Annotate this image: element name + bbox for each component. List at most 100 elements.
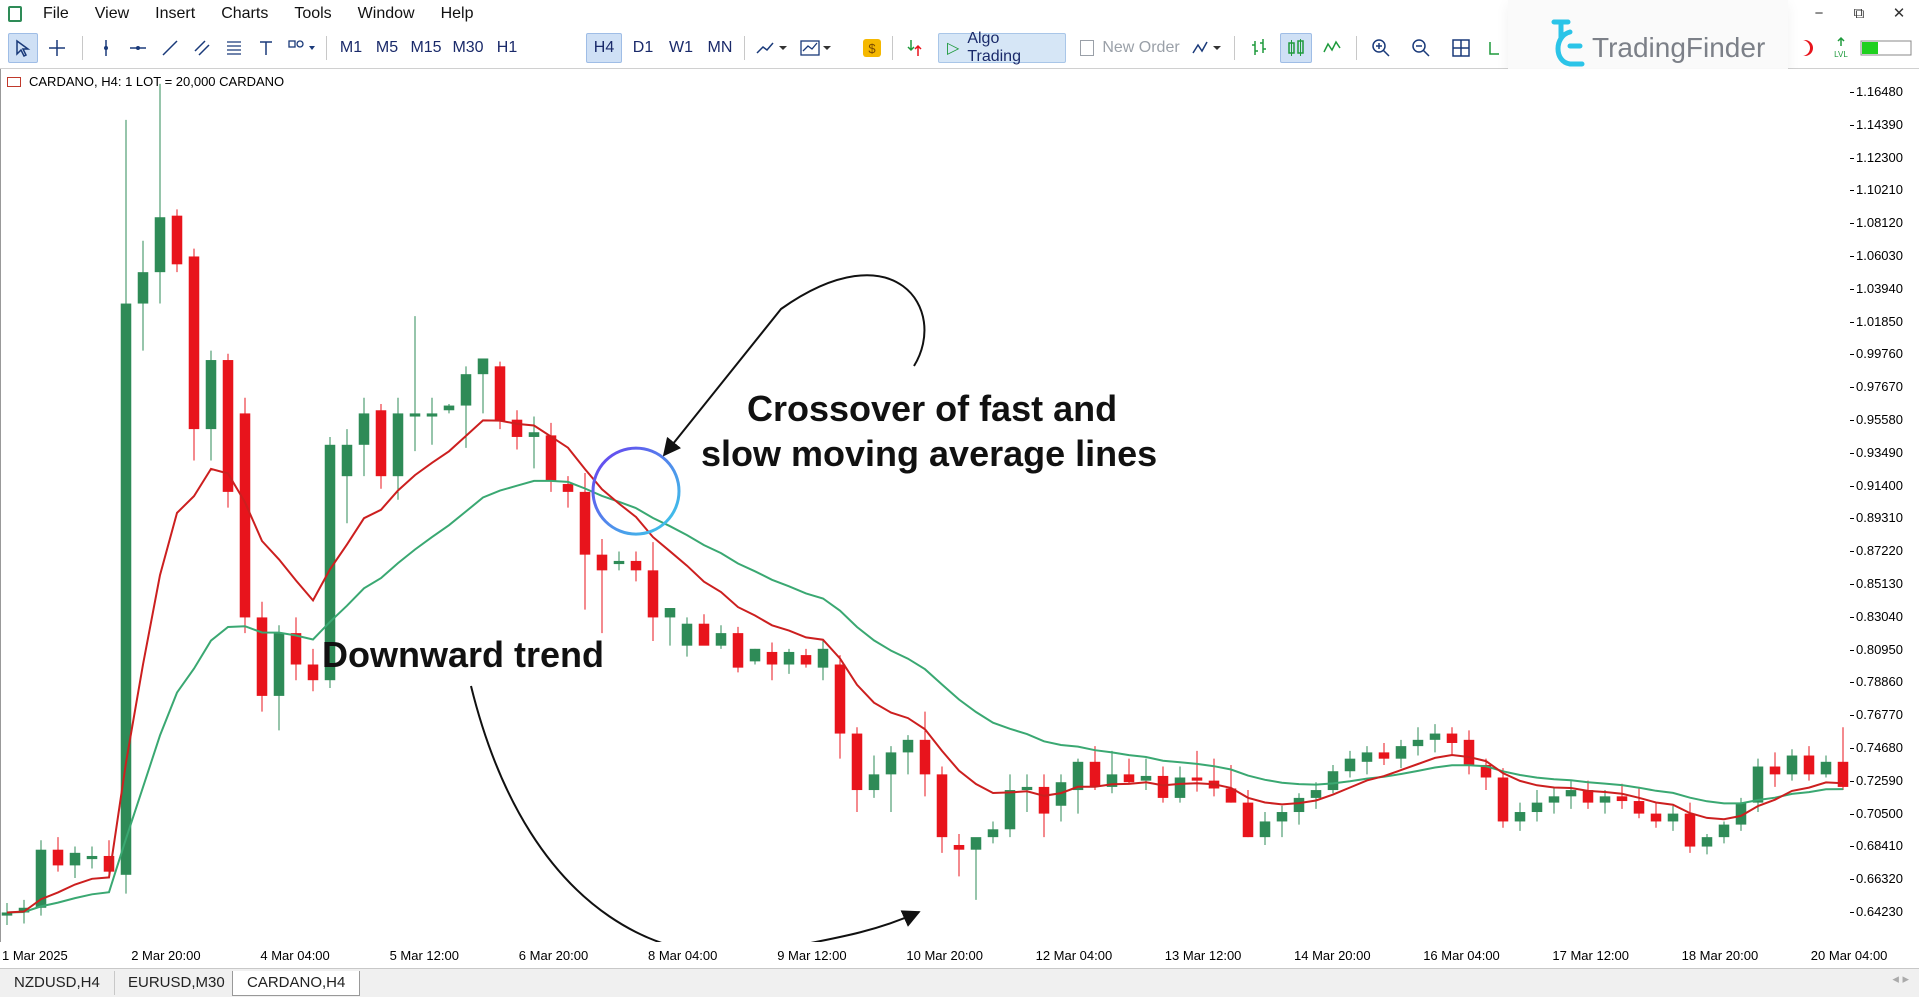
candle[interactable] [1225, 764, 1237, 803]
candle[interactable] [443, 403, 455, 414]
candle[interactable] [86, 846, 98, 869]
candle[interactable] [375, 403, 387, 489]
candle[interactable] [392, 397, 404, 500]
new-order-button[interactable]: New Order [1074, 33, 1186, 63]
signals-icon[interactable] [1188, 33, 1228, 63]
text-icon[interactable] [252, 33, 280, 63]
horizontal-line-icon[interactable] [124, 33, 152, 63]
candle[interactable] [154, 83, 166, 304]
fibonacci-icon[interactable] [220, 33, 248, 63]
candle[interactable] [1633, 786, 1645, 819]
candle[interactable] [1038, 774, 1050, 838]
candle[interactable] [902, 735, 914, 775]
menu-insert[interactable]: Insert [155, 5, 196, 22]
candle[interactable] [1089, 746, 1101, 791]
candle[interactable] [1293, 793, 1305, 825]
minimize-icon[interactable]: − [1814, 5, 1824, 22]
candle[interactable] [409, 316, 421, 452]
candle[interactable] [749, 648, 761, 665]
timeframe-m1[interactable]: M1 [339, 39, 363, 56]
candle[interactable] [834, 655, 846, 759]
candle[interactable] [188, 248, 200, 461]
candle[interactable] [69, 846, 81, 878]
candle[interactable] [1208, 758, 1220, 797]
candle[interactable] [1429, 724, 1441, 753]
candle[interactable] [35, 840, 47, 916]
candle[interactable] [936, 766, 948, 853]
candle[interactable] [698, 614, 710, 646]
candle[interactable] [766, 642, 778, 681]
candle[interactable] [1752, 758, 1764, 813]
vertical-line-icon[interactable] [92, 33, 120, 63]
zoom-in-icon[interactable] [1366, 33, 1396, 63]
candle[interactable] [256, 601, 268, 712]
candle[interactable] [970, 837, 982, 900]
candle[interactable] [1820, 755, 1832, 778]
candle[interactable] [460, 366, 472, 448]
algo-trading-button[interactable]: ▷ Algo Trading [938, 30, 1066, 65]
candle[interactable] [239, 397, 251, 634]
autoscroll-icon[interactable] [1484, 33, 1504, 63]
close-icon[interactable]: ✕ [1892, 5, 1906, 22]
crosshair-icon[interactable] [42, 33, 72, 63]
candle[interactable] [1412, 727, 1424, 756]
candle[interactable] [358, 397, 370, 477]
candle[interactable] [579, 473, 591, 610]
candle[interactable] [477, 358, 489, 414]
restore-icon[interactable]: ⧉ [1853, 5, 1865, 22]
candle[interactable] [715, 625, 727, 649]
timeframe-m15[interactable]: M15 [410, 39, 442, 56]
candle[interactable] [1021, 774, 1033, 813]
cursor-icon[interactable] [8, 33, 38, 63]
candle[interactable] [647, 542, 659, 641]
candle[interactable] [1191, 750, 1203, 792]
timeframe-m5[interactable]: M5 [375, 39, 399, 56]
candle[interactable] [1684, 802, 1696, 853]
tab-scroll-arrows[interactable]: ◂ ▸ [1892, 971, 1909, 986]
candle[interactable] [1803, 746, 1815, 781]
candle[interactable] [1514, 802, 1526, 831]
candle[interactable] [341, 429, 353, 524]
candle[interactable] [1565, 780, 1577, 809]
candle[interactable] [1140, 758, 1152, 791]
candle[interactable] [52, 837, 64, 872]
candle[interactable] [1, 903, 13, 926]
candle[interactable] [1837, 727, 1849, 791]
timeframe-d1[interactable]: D1 [632, 39, 654, 56]
indicators-icon[interactable] [796, 33, 836, 63]
candle[interactable] [1395, 739, 1407, 769]
price-axis[interactable]: 1.16480 1.14390 1.12300 1.10210 1.08120 1.060… [1850, 69, 1919, 942]
menu-file[interactable]: File [43, 5, 69, 22]
candle[interactable] [613, 551, 625, 571]
menu-window[interactable]: Window [357, 5, 415, 22]
grid-icon[interactable] [1446, 33, 1476, 63]
timeframe-mn[interactable]: MN [707, 39, 733, 56]
menu-view[interactable]: View [94, 5, 130, 22]
candle[interactable] [1497, 768, 1509, 828]
price-chart[interactable] [1, 69, 1850, 942]
candle[interactable] [953, 834, 965, 877]
candle[interactable] [596, 538, 608, 634]
tab-cardano-h4[interactable]: CARDANO,H4 [232, 971, 361, 996]
timeframe-w1[interactable]: W1 [669, 39, 693, 56]
candle[interactable] [1344, 750, 1356, 778]
timeframe-m30[interactable]: M30 [452, 39, 484, 56]
candle[interactable] [1718, 821, 1730, 844]
candle[interactable] [630, 551, 642, 582]
channel-icon[interactable] [188, 33, 216, 63]
candle[interactable] [681, 617, 693, 657]
candle[interactable] [1463, 730, 1475, 775]
candle[interactable] [851, 727, 863, 813]
candle[interactable] [120, 119, 132, 894]
candle[interactable] [800, 648, 812, 668]
candle[interactable] [919, 711, 931, 797]
level-icon[interactable]: LVL [1828, 33, 1854, 63]
candle[interactable] [324, 436, 336, 689]
timeframe-h4[interactable]: H4 [586, 33, 622, 63]
candle[interactable] [1310, 782, 1322, 809]
candle[interactable] [1582, 780, 1594, 809]
market-watch-icon[interactable] [900, 33, 930, 63]
candle[interactable] [783, 648, 795, 674]
candle[interactable] [1378, 742, 1390, 765]
candle[interactable] [1616, 783, 1628, 809]
